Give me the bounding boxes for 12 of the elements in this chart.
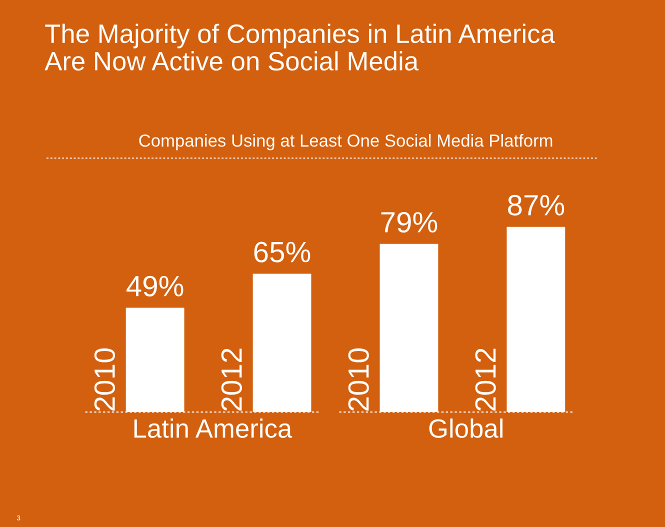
data-label: 87%: [508, 194, 564, 216]
text: Global: [429, 418, 502, 438]
text: Latin America: [134, 418, 292, 438]
x-tick-label: 2012: [475, 348, 496, 411]
data-label: 49%: [126, 276, 184, 296]
chart-title: The Majority of Companies in Latin America Are Now Active on Social Media: [44, 24, 555, 71]
chart-subtitle: Companies Using at Least One Social Media Platform: [139, 134, 552, 150]
x-tick-label: 2012: [221, 348, 242, 411]
x-tick-label: 2010: [94, 348, 116, 411]
data-label: 79%: [381, 212, 438, 233]
x-tick-label: 2010: [348, 348, 369, 411]
data-label: 65%: [254, 242, 310, 262]
